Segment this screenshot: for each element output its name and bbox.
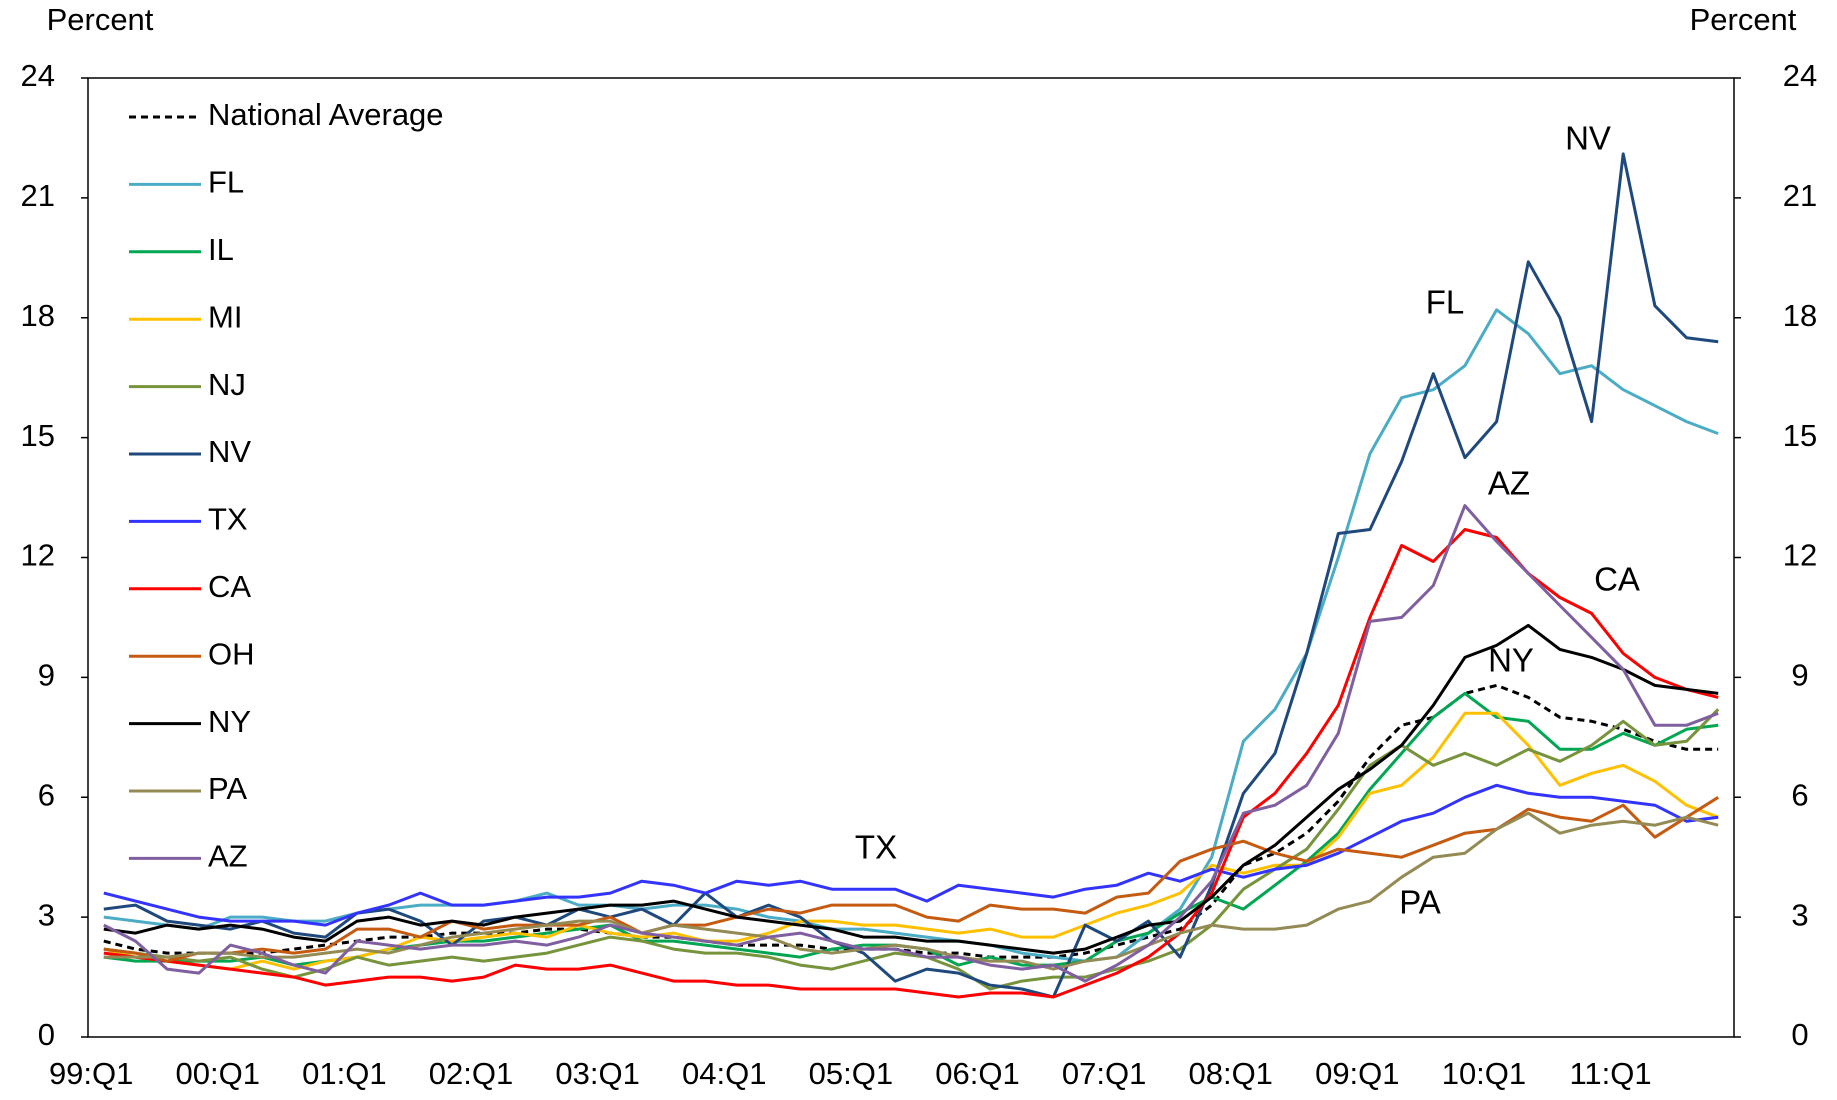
y2-tick-label: 24 [1783,58,1817,93]
x-tick-label: 05:Q1 [809,1056,893,1091]
series-line [103,623,1719,955]
x-tick-label: 06:Q1 [935,1056,1019,1091]
series-line [103,504,1719,983]
y-tick-label: 18 [21,298,55,333]
y-tick-label: 6 [38,777,55,812]
x-tick-label: 04:Q1 [682,1056,766,1091]
x-tick-label: 01:Q1 [302,1056,386,1091]
y-tick-label: 15 [21,418,55,453]
y-tick-label: 0 [38,1017,55,1052]
series-line [103,711,1719,971]
x-tick-label: 09:Q1 [1315,1056,1399,1091]
y2-tick-label: 21 [1783,178,1817,213]
y-tick-label: 3 [38,897,55,932]
y2-tick-label: 6 [1791,777,1808,812]
annotation: TX [855,829,897,866]
x-tick-label: 00:Q1 [176,1056,260,1091]
annotation: NV [1565,120,1611,157]
y2-tick-label: 12 [1783,538,1817,573]
series-line [103,783,1719,927]
annotation: PA [1399,884,1441,921]
legend-label: IL [208,232,234,267]
legend-label: AZ [208,839,248,874]
x-tick-label: 10:Q1 [1442,1056,1526,1091]
y2-tick-label: 3 [1791,897,1808,932]
series-line [103,691,1719,967]
legend-label: NV [208,434,251,469]
y-tick-label: 21 [21,178,55,213]
y2-axis-label: Percent [1690,2,1797,37]
annotation: FL [1426,284,1465,321]
y2-tick-label: 15 [1783,418,1817,453]
y2-tick-label: 0 [1791,1017,1808,1052]
legend-label: NJ [208,367,246,402]
x-tick-label: 02:Q1 [429,1056,513,1091]
legend-label: MI [208,299,242,334]
x-tick-label: 11:Q1 [1569,1056,1651,1091]
x-tick-label: 08:Q1 [1188,1056,1272,1091]
series-line [103,708,1720,991]
legend-label: National Average [208,97,444,132]
series-line [103,308,1719,963]
legend-label: OH [208,636,255,671]
x-tick-label: 03:Q1 [555,1056,639,1091]
series-line [103,796,1719,963]
annotation: NY [1488,642,1534,679]
y-tick-label: 9 [38,658,55,693]
legend-label: CA [208,569,251,604]
y2-tick-label: 9 [1791,658,1808,693]
annotation: AZ [1488,465,1530,502]
legend-label: NY [208,704,251,739]
legend-label: PA [208,771,247,806]
y-tick-label: 12 [21,538,55,573]
y-axis-label: Percent [47,2,154,37]
plot-frame [87,77,1735,1038]
annotation: CA [1594,561,1640,598]
y-tick-label: 24 [21,58,55,93]
x-tick-label: 99:Q1 [49,1056,133,1091]
series-line [103,152,1719,999]
legend-label: FL [208,165,244,200]
x-tick-label: 07:Q1 [1062,1056,1146,1091]
y2-tick-label: 18 [1783,298,1817,333]
series-line [103,811,1719,971]
legend-label: TX [208,502,248,537]
